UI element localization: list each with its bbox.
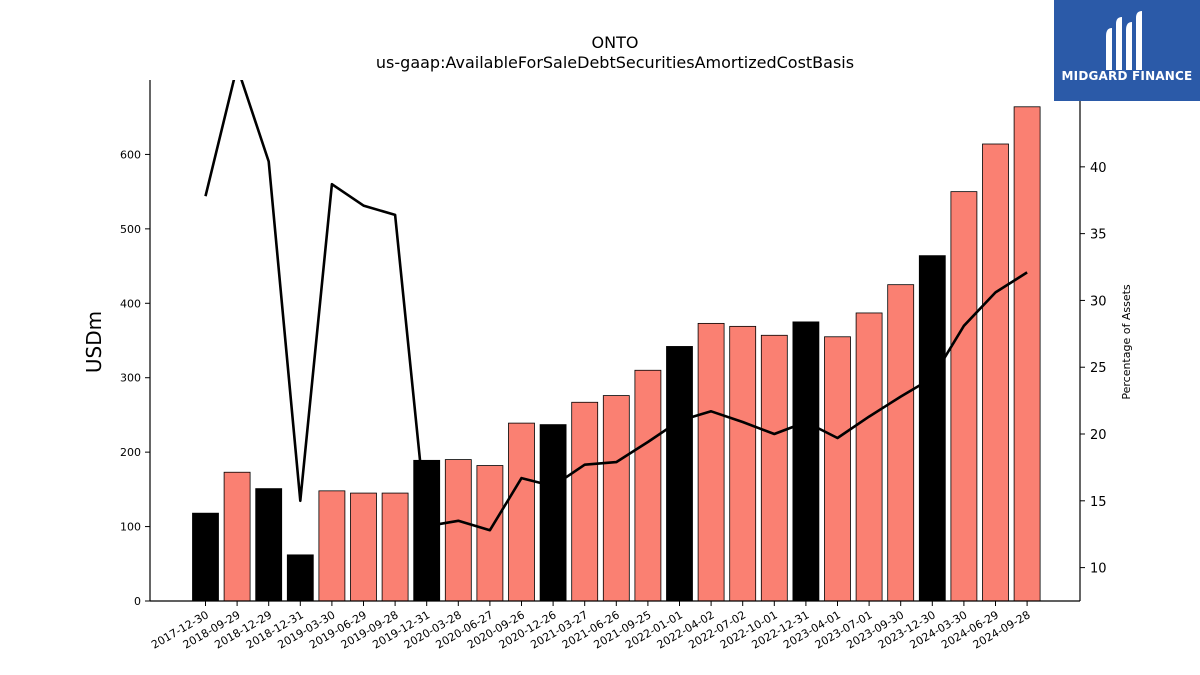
y2-tick-label: 30 [1090, 294, 1107, 309]
bar [950, 191, 978, 602]
bar [413, 459, 441, 602]
logo-text: MIDGARD FINANCE [1061, 69, 1193, 83]
bar [824, 336, 851, 602]
y-axis-label: USDm [82, 311, 106, 373]
bar [792, 321, 820, 602]
bar [1013, 106, 1041, 602]
bar [855, 312, 883, 602]
y-tick-label: 0 [134, 595, 141, 608]
bar [539, 424, 567, 602]
bar [223, 471, 251, 602]
chart-title: ONTO [591, 33, 639, 52]
bar [255, 488, 283, 602]
y-tick-label: 500 [120, 223, 141, 236]
y-tick-label: 200 [120, 446, 141, 459]
bar [602, 395, 630, 602]
bar [444, 459, 472, 602]
bar [760, 334, 788, 602]
bar [697, 322, 725, 602]
bar [729, 325, 757, 602]
y2-tick-label: 35 [1090, 228, 1107, 243]
bar [982, 143, 1009, 602]
bar [666, 346, 693, 602]
logo: MIDGARD FINANCE [1054, 0, 1200, 101]
bar [381, 492, 409, 602]
y-tick-label: 600 [120, 148, 141, 161]
bar [571, 401, 599, 602]
bar [634, 369, 662, 602]
y-tick-label: 300 [120, 372, 141, 385]
y-tick-label: 400 [120, 297, 141, 310]
bar [508, 422, 535, 602]
series-line [204, 80, 1028, 532]
bar [887, 284, 915, 602]
bar [192, 512, 219, 602]
chart-subtitle: us-gaap:AvailableForSaleDebtSecuritiesAm… [375, 53, 855, 72]
midgard-logo-icon [1106, 11, 1142, 70]
y2-tick-label: 40 [1090, 161, 1107, 176]
bar [350, 492, 377, 602]
y2-tick-label: 15 [1090, 495, 1107, 510]
bar [318, 490, 346, 602]
y2-tick-label: 20 [1090, 428, 1107, 443]
bar [286, 554, 314, 602]
y2-axis-label: Percentage of Assets [1120, 284, 1133, 400]
y-tick-label: 100 [120, 521, 141, 534]
bar [476, 465, 504, 602]
y2-tick-label: 25 [1090, 361, 1107, 376]
bar [918, 255, 946, 602]
y2-tick-label: 10 [1090, 562, 1107, 577]
